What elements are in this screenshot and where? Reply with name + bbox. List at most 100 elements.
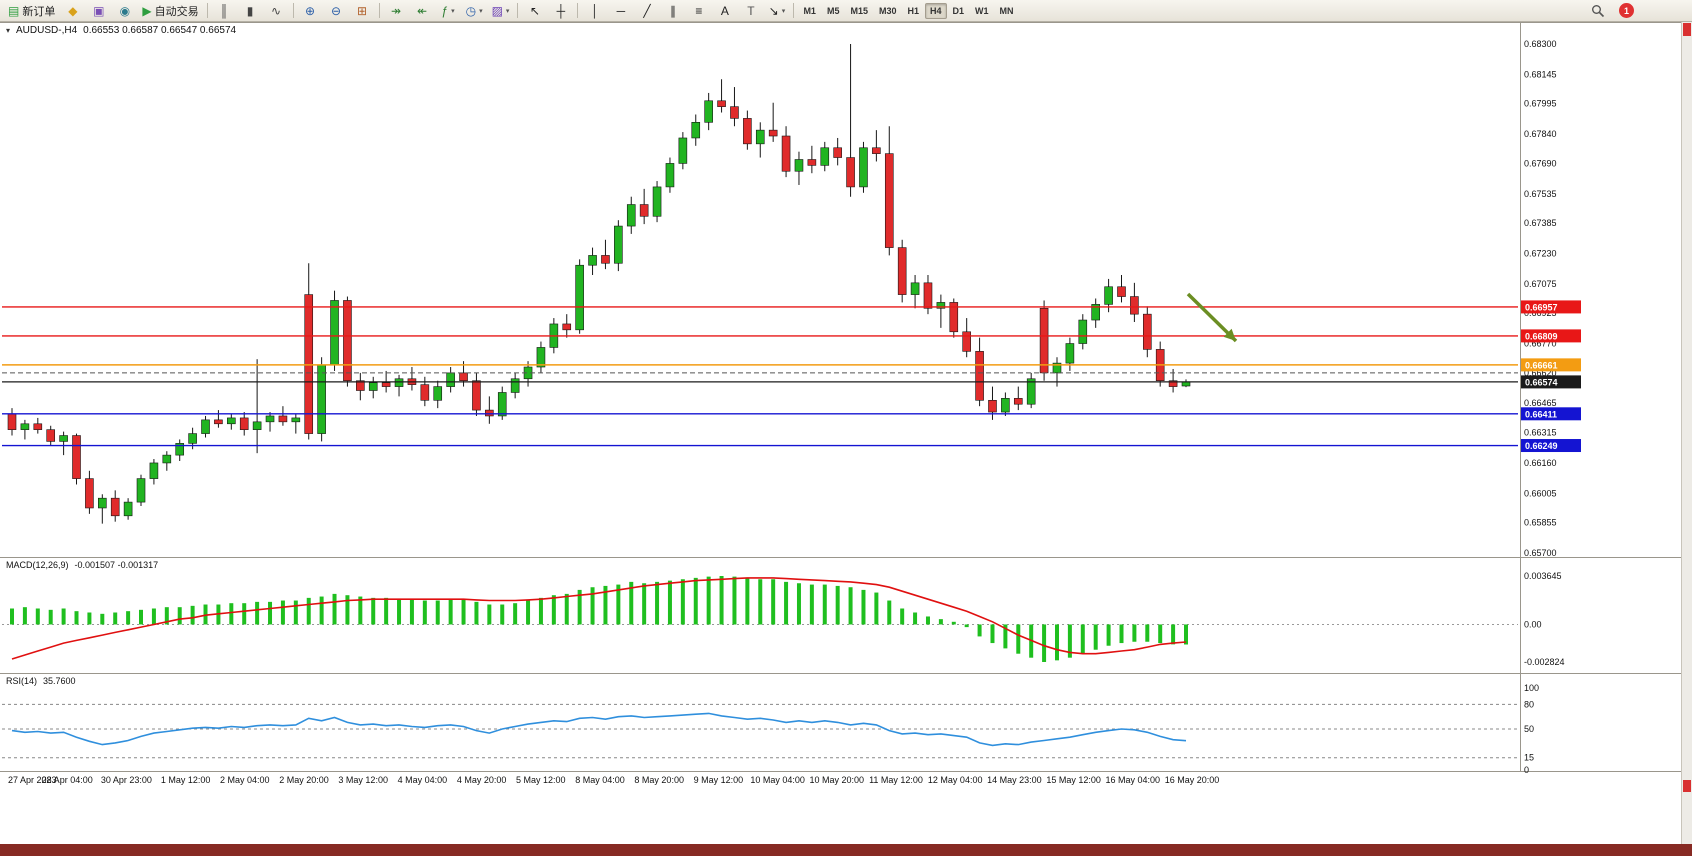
timeframe-toolbar: M1 M5 M15 M30 H1 H4 D1 W1 MN [798, 2, 1018, 19]
svg-text:0.66160: 0.66160 [1524, 458, 1557, 468]
svg-text:0.67075: 0.67075 [1524, 279, 1557, 289]
svg-text:0.66411: 0.66411 [1525, 409, 1557, 419]
svg-text:8 May 04:00: 8 May 04:00 [575, 775, 625, 785]
equidistant-channel-button[interactable]: ∥ [660, 1, 685, 21]
svg-text:15 May 12:00: 15 May 12:00 [1046, 775, 1101, 785]
auto-trading-button[interactable]: ▶ 自动交易 [138, 1, 202, 21]
chart-ohlc-values: 0.66553 0.66587 0.66547 0.66574 [83, 25, 237, 36]
svg-text:9 May 12:00: 9 May 12:00 [694, 775, 744, 785]
bottom-status-bar [0, 844, 1692, 856]
svg-text:1 May 12:00: 1 May 12:00 [161, 775, 211, 785]
chart-profiles-button[interactable]: ◆ [60, 1, 85, 21]
tile-windows-icon: ⊞ [357, 3, 368, 18]
tile-windows-button[interactable]: ⊞ [350, 1, 375, 21]
navigator-icon: ◉ [119, 3, 131, 18]
auto-trading-button-label: 自动交易 [154, 5, 199, 18]
chart-canvas[interactable]: 0.68300 0.68145 0.67995 0.67840 0.67690 0.675… [0, 22, 1692, 856]
templates-button[interactable]: ▨ ▾ [488, 1, 514, 21]
svg-text:11 May 12:00: 11 May 12:00 [869, 775, 923, 785]
svg-text:0.67995: 0.67995 [1524, 99, 1557, 109]
candlestick-chart-button[interactable]: ▮ [238, 1, 263, 21]
rsi-value: 35.7600 [43, 676, 76, 686]
arrows-icon: ↘ [768, 3, 779, 18]
chart-collapse-icon[interactable]: ▾ [6, 26, 11, 35]
cursor-button[interactable]: ↖ [522, 1, 547, 21]
svg-text:0.003645: 0.003645 [1524, 571, 1562, 581]
equidistant-channel-icon: ∥ [669, 3, 676, 18]
timeframe-w1-button[interactable]: W1 [975, 5, 989, 16]
svg-text:16 May 04:00: 16 May 04:00 [1106, 775, 1161, 785]
navigator-button[interactable]: ◉ [112, 1, 137, 21]
zoom-out-icon: ⊖ [331, 3, 342, 18]
periods-button[interactable]: ◷ ▾ [462, 1, 487, 21]
timeframe-m5-button[interactable]: M5 [826, 5, 840, 16]
svg-text:14 May 23:00: 14 May 23:00 [987, 775, 1042, 785]
svg-text:50: 50 [1524, 724, 1534, 734]
chart-symbol-timeframe: AUDUSD-,H4 [16, 25, 78, 36]
svg-text:0.67840: 0.67840 [1524, 129, 1557, 139]
chart-shift-icon: ↞ [417, 3, 428, 18]
auto-scroll-button[interactable]: ↠ [384, 1, 409, 21]
cursor-icon: ↖ [529, 3, 540, 18]
svg-text:2 May 04:00: 2 May 04:00 [220, 775, 270, 785]
svg-text:80: 80 [1524, 699, 1534, 709]
zoom-out-button[interactable]: ⊖ [324, 1, 349, 21]
horizontal-line-icon: ─ [616, 3, 626, 18]
timeframe-m15-button[interactable]: M15 [850, 5, 868, 16]
toolbar-separator [206, 3, 208, 18]
arrows-button[interactable]: ↘ ▾ [764, 1, 789, 21]
svg-text:0.65700: 0.65700 [1524, 548, 1557, 558]
svg-text:0.68145: 0.68145 [1524, 69, 1557, 79]
svg-text:2 May 20:00: 2 May 20:00 [279, 775, 329, 785]
svg-text:0.66005: 0.66005 [1524, 488, 1557, 498]
timeframe-m1-button[interactable]: M1 [803, 5, 816, 16]
horizontal-line-button[interactable]: ─ [608, 1, 633, 21]
chevron-down-icon: ▾ [451, 7, 455, 15]
candlestick-chart-icon: ▮ [246, 3, 254, 18]
svg-text:0: 0 [1524, 765, 1529, 775]
vertical-line-button[interactable]: │ [582, 1, 607, 21]
vertical-scrollbar[interactable] [1681, 22, 1692, 844]
svg-text:100: 100 [1524, 683, 1539, 693]
timeframe-mn-button[interactable]: MN [999, 5, 1014, 16]
svg-text:0.65855: 0.65855 [1524, 518, 1557, 528]
timeframe-h1-button[interactable]: H1 [907, 5, 920, 16]
svg-text:12 May 04:00: 12 May 04:00 [928, 775, 983, 785]
svg-text:16 May 20:00: 16 May 20:00 [1165, 775, 1220, 785]
fibonacci-button[interactable]: ≡ [686, 1, 711, 21]
svg-text:0.66957: 0.66957 [1525, 302, 1558, 312]
macd-name: MACD(12,26,9) [6, 560, 69, 570]
timeframe-m30-button[interactable]: M30 [878, 5, 897, 16]
scrollbar-marker-top [1683, 23, 1691, 36]
crosshair-button[interactable]: ┼ [548, 1, 573, 21]
rsi-indicator-label: RSI(14) 35.7600 [6, 676, 76, 686]
svg-text:0.66770: 0.66770 [1524, 339, 1557, 349]
market-watch-button[interactable]: ▣ [86, 1, 111, 21]
toolbar-separator [577, 3, 579, 18]
svg-text:0.66620: 0.66620 [1524, 368, 1557, 378]
zoom-in-button[interactable]: ⊕ [298, 1, 323, 21]
timeframe-h4-button[interactable]: H4 [925, 2, 947, 19]
timeframe-d1-button[interactable]: D1 [952, 5, 965, 16]
text-icon: A [720, 3, 729, 18]
chart-shift-button[interactable]: ↞ [410, 1, 435, 21]
new-order-button[interactable]: ▤ 新订单 [4, 1, 59, 21]
line-chart-button[interactable]: ∿ [264, 1, 289, 21]
svg-text:4 May 20:00: 4 May 20:00 [457, 775, 507, 785]
templates-icon: ▨ [491, 3, 503, 18]
search-button[interactable] [1585, 1, 1610, 21]
indicators-button[interactable]: ƒ ▾ [436, 1, 461, 21]
toolbar: ▤ 新订单 ◆ ▣ ◉ ▶ 自动交易 ║ ▮ ∿ ⊕ ⊖ ⊞ ↠ ↞ ƒ ▾ ◷ ▾ ▨ ▾ ↖ ┼ │ ─ ╱ ∥ ≡ A T ↘ ▾ M1… [0, 0, 1692, 22]
periods-icon: ◷ [465, 3, 477, 18]
price-chart[interactable]: 0.68300 0.68145 0.67995 0.67840 0.67690 0.675… [0, 22, 1692, 792]
bar-chart-button[interactable]: ║ [212, 1, 237, 21]
new-order-icon: ▤ [8, 3, 20, 18]
trendline-button[interactable]: ╱ [634, 1, 659, 21]
text-button[interactable]: A [712, 1, 737, 21]
macd-indicator-label: MACD(12,26,9) -0.001507 -0.001317 [6, 560, 158, 570]
crosshair-icon: ┼ [556, 3, 566, 18]
svg-text:0.68300: 0.68300 [1524, 39, 1557, 49]
text-label-button[interactable]: T [738, 1, 763, 21]
chevron-down-icon: ▾ [505, 7, 510, 15]
notification-badge[interactable]: 1 [1619, 3, 1634, 18]
